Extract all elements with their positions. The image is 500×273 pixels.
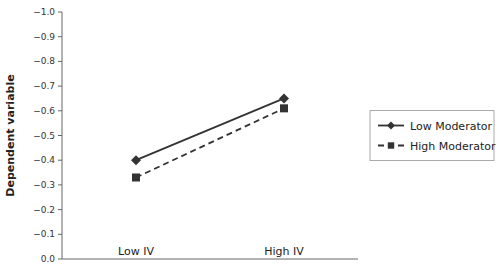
category-label: High IV — [264, 245, 304, 258]
y-tick-label: −0.1 — [33, 229, 55, 239]
point — [132, 173, 140, 181]
point — [280, 104, 288, 112]
series-line — [136, 108, 284, 177]
y-tick-label: −0.9 — [33, 32, 55, 42]
y-tick-label: 0.0 — [41, 254, 56, 264]
axes: 0.0 −0.1 −0.2 −0.3 −0.4 −0.5 −0.6 −0.7 −0.8 −0.9 −… — [33, 7, 358, 264]
legend: Low Moderator High Moderator — [370, 111, 496, 161]
y-tick-label: −0.8 — [33, 56, 55, 66]
y-tick — [58, 135, 62, 136]
series — [132, 104, 288, 181]
y-tick-label: −0.7 — [33, 81, 55, 91]
y-tick — [58, 259, 62, 260]
y-tick — [58, 12, 62, 13]
y-tick — [58, 209, 62, 210]
legend-label: High Moderator — [410, 140, 496, 153]
legend-marker — [387, 122, 395, 130]
y-tick-label: −0.3 — [33, 180, 55, 190]
y-tick — [58, 234, 62, 235]
point — [279, 93, 289, 103]
y-tick-label: −0.5 — [33, 131, 55, 141]
y-tick-label: −0.2 — [33, 205, 55, 215]
y-tick — [58, 160, 62, 161]
point — [131, 155, 141, 165]
y-axis-label: Dependent variable — [4, 74, 17, 196]
legend-label: Low Moderator — [410, 120, 492, 133]
marks — [131, 93, 289, 181]
y-tick-label: −0.4 — [33, 155, 55, 165]
y-tick — [58, 61, 62, 62]
category-label: Low IV — [118, 245, 154, 258]
chart: 0.0 −0.1 −0.2 −0.3 −0.4 −0.5 −0.6 −0.7 −0.8 −0.9 −… — [0, 0, 500, 273]
y-tick — [58, 184, 62, 185]
y-tick — [58, 110, 62, 111]
legend-marker — [388, 142, 394, 148]
y-tick-label: −1.0 — [33, 7, 55, 17]
x-axis-line — [62, 259, 358, 260]
y-tick — [58, 36, 62, 37]
series-line — [136, 98, 284, 160]
y-tick — [58, 86, 62, 87]
series — [131, 93, 289, 165]
y-tick-label: −0.6 — [33, 106, 55, 116]
legend-box — [370, 111, 494, 161]
